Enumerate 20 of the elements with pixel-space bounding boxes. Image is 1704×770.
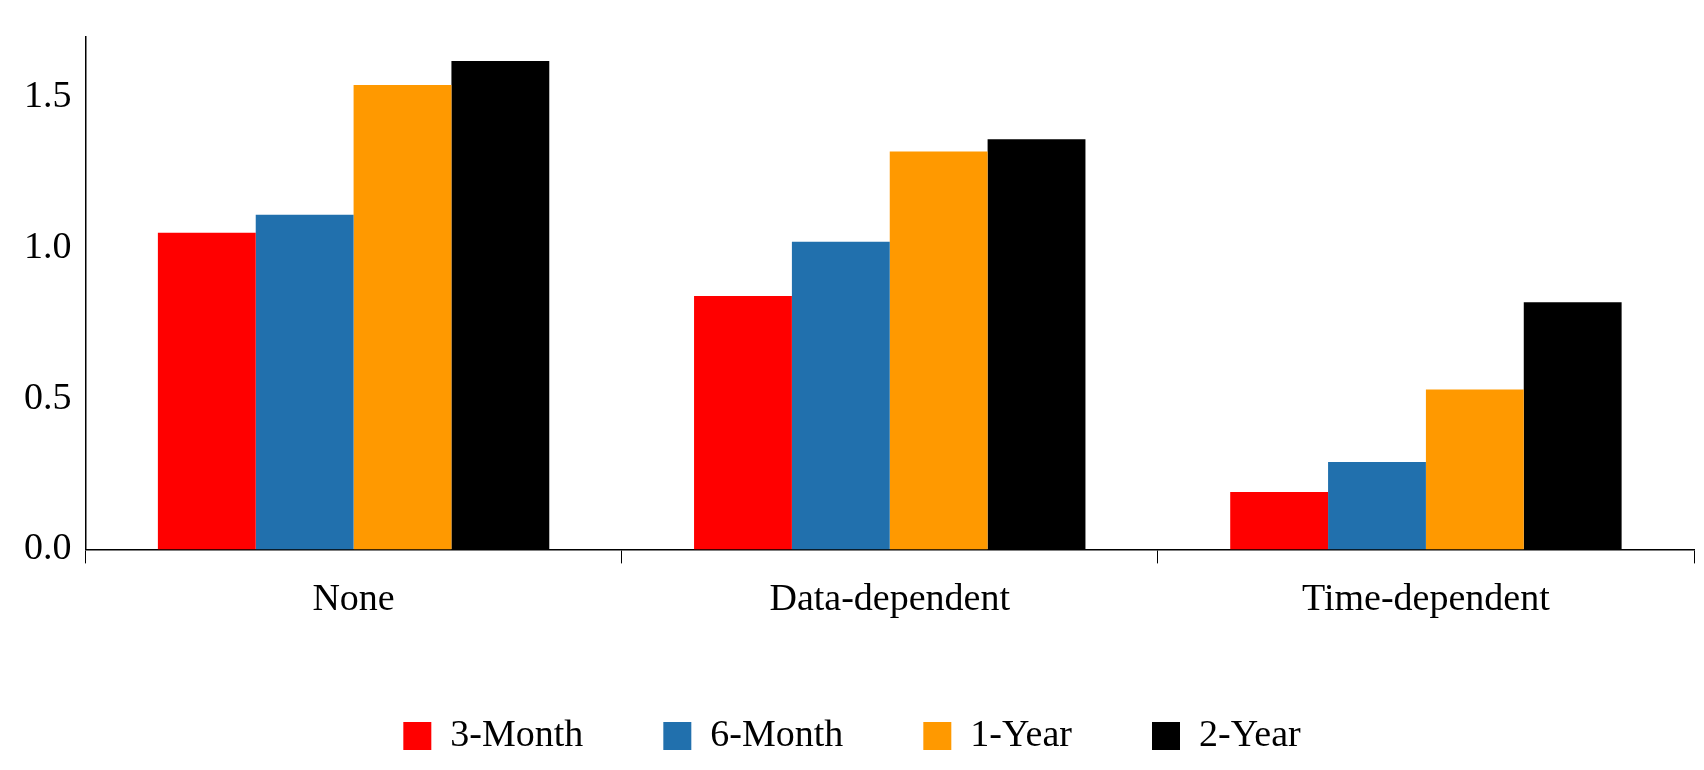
bar — [889, 151, 988, 550]
y-tick-label: 0.5 — [24, 374, 72, 417]
bar — [1425, 389, 1524, 550]
bar — [1230, 492, 1329, 550]
legend-label: 1-Year — [970, 711, 1073, 754]
legend-label: 2-Year — [1199, 711, 1302, 754]
x-tick-label: Time-dependent — [1302, 576, 1551, 619]
legend-label: 3-Month — [450, 711, 584, 754]
y-tick-label: 1.0 — [24, 223, 72, 266]
y-tick-label: 0.0 — [24, 525, 72, 568]
x-tick-label: None — [312, 576, 395, 619]
bar — [1328, 461, 1426, 550]
bar — [791, 241, 890, 550]
y-tick-label: 1.5 — [24, 73, 72, 116]
bar — [255, 214, 354, 550]
bar — [694, 296, 792, 550]
bar — [353, 85, 452, 550]
x-tick-label: Data-dependent — [769, 576, 1011, 619]
legend-label: 6-Month — [710, 711, 844, 754]
bar — [157, 232, 256, 550]
